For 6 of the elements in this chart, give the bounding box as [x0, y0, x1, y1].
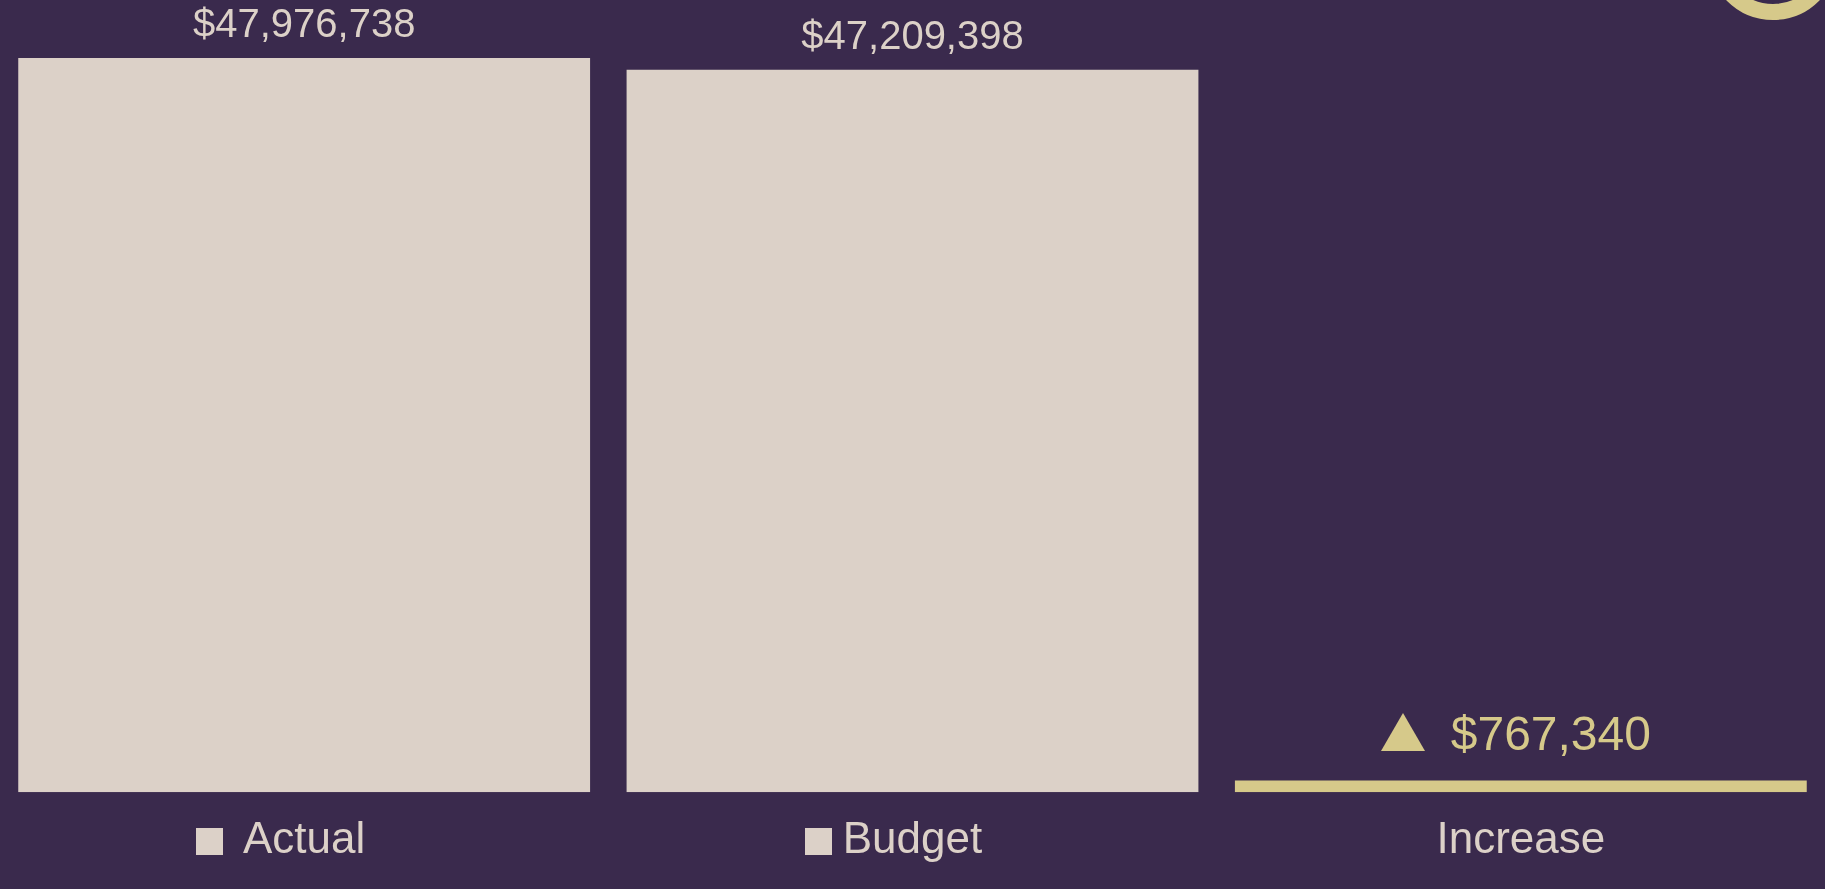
- data-label: $47,976,738: [192, 1, 416, 46]
- x-tick-label: Budget: [842, 812, 983, 862]
- x-tick-label: Increase: [1436, 812, 1606, 862]
- data-label: $767,340: [1450, 706, 1651, 760]
- x-tick-label: Actual: [243, 812, 366, 862]
- data-label: $47,209,398: [801, 12, 1024, 57]
